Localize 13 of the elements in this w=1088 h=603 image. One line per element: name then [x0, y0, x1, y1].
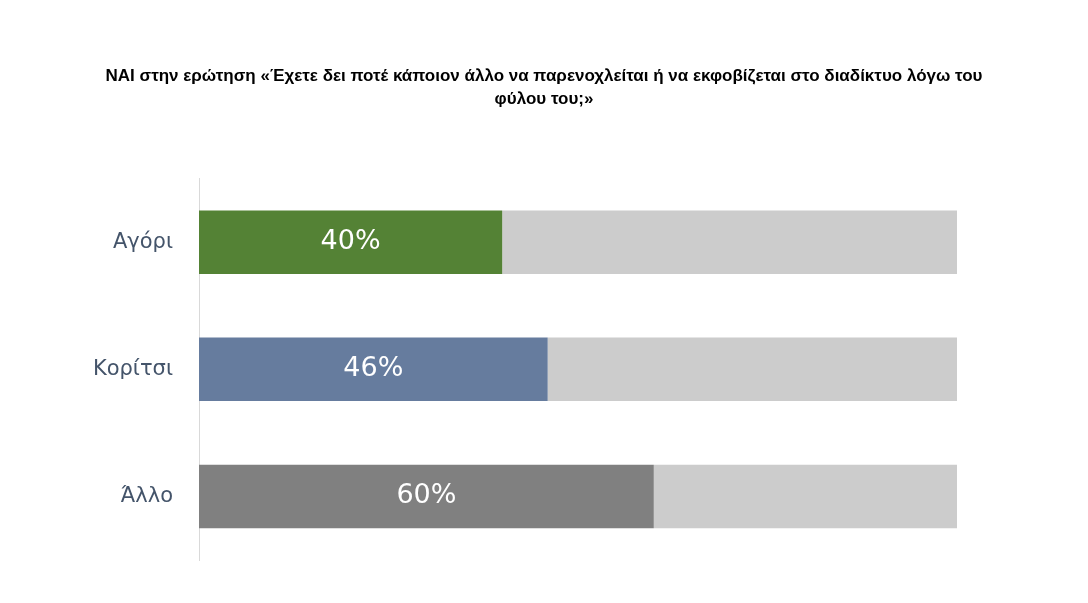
bar	[199, 337, 548, 402]
bar	[547, 337, 957, 402]
bar	[502, 210, 957, 274]
data-label: 40%	[320, 224, 381, 256]
y-tick-label: Αγόρι	[112, 228, 173, 253]
bar	[199, 464, 654, 529]
y-tick-label: Κορίτσι	[92, 355, 173, 380]
data-label: 46%	[343, 351, 404, 383]
chart-title: NAI στην ερώτηση «Έχετε δει ποτέ κάποιον άλλο να παρενοχλείται ή να εκφοβίζεται στο διαδίκτυο λόγω του φύλου του;»	[104, 65, 984, 110]
y-tick-label: Άλλο	[120, 482, 173, 507]
bar	[653, 464, 957, 529]
bar	[199, 210, 503, 274]
data-label: 60%	[396, 478, 457, 510]
